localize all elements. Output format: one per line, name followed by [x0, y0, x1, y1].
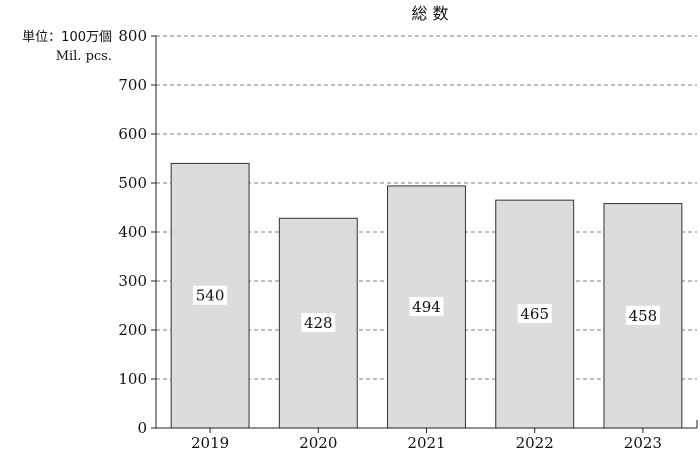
labels: 0 100 200 300 400 500 600 700 800 2019 540 2020 428 2…: [118, 27, 662, 452]
unit-label-en: Mil. pcs.: [56, 49, 112, 64]
y-tick-label: 800: [118, 27, 147, 45]
y-tick-label: 100: [118, 370, 147, 388]
bars: [170, 162, 683, 429]
y-tick-label: 300: [118, 272, 147, 290]
y-tick-label: 0: [137, 419, 147, 437]
unit-label-ja: 単位：100万個: [22, 29, 112, 45]
data-label-box: [193, 285, 228, 305]
x-tick-label: 2022: [516, 434, 554, 450]
data-label: 428: [304, 314, 333, 332]
data-label: 494: [412, 298, 441, 316]
x-tick-label: 2020: [299, 434, 337, 450]
data-label-box: [517, 304, 552, 324]
axes: [151, 35, 698, 433]
x-tick-label: 2019: [191, 434, 229, 450]
y-tick-label: 700: [118, 76, 147, 94]
y-tick-label: 400: [118, 223, 147, 241]
y-tick-label: 600: [118, 125, 147, 143]
y-tick-label: 500: [118, 174, 147, 192]
data-label: 465: [520, 305, 549, 323]
data-label: 540: [196, 287, 225, 305]
data-label-box: [409, 296, 444, 316]
data-label: 458: [629, 307, 658, 325]
chart-title: 総 数: [411, 4, 448, 23]
data-label-box: [625, 305, 660, 325]
x-tick-label: 2021: [407, 434, 445, 450]
x-tick-label: 2023: [624, 434, 662, 450]
data-label-box: [301, 313, 336, 333]
y-tick-label: 200: [118, 321, 147, 339]
